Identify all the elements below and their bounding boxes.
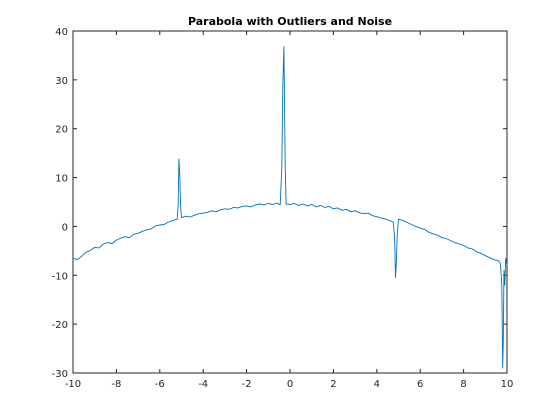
x-tick-label: -2 <box>242 379 252 390</box>
y-tick-label: 10 <box>55 174 68 185</box>
x-tick-label: -10 <box>65 379 81 390</box>
x-tick-label: 0 <box>287 379 293 390</box>
y-tick-label: 40 <box>55 27 68 38</box>
x-tick-label: 10 <box>501 379 514 390</box>
x-tick-label: -6 <box>155 379 165 390</box>
y-tick-label: 30 <box>55 76 68 87</box>
x-tick-label: 6 <box>417 379 423 390</box>
x-tick-label: 8 <box>460 379 466 390</box>
x-tick-label: 2 <box>330 379 336 390</box>
series-layer <box>72 46 508 369</box>
y-tick-label: 0 <box>62 222 68 233</box>
x-tick-label: -8 <box>111 379 121 390</box>
chart-title: Parabola with Outliers and Noise <box>188 15 392 28</box>
x-tick-label: -4 <box>198 379 208 390</box>
y-tick-label: -30 <box>52 369 68 380</box>
plot-frame <box>72 30 508 374</box>
y-tick-label: -10 <box>52 271 68 282</box>
y-tick-label: 20 <box>55 125 68 136</box>
x-tick-label: 4 <box>374 379 380 390</box>
series-line <box>72 46 508 369</box>
y-tick-label: -20 <box>52 320 68 331</box>
